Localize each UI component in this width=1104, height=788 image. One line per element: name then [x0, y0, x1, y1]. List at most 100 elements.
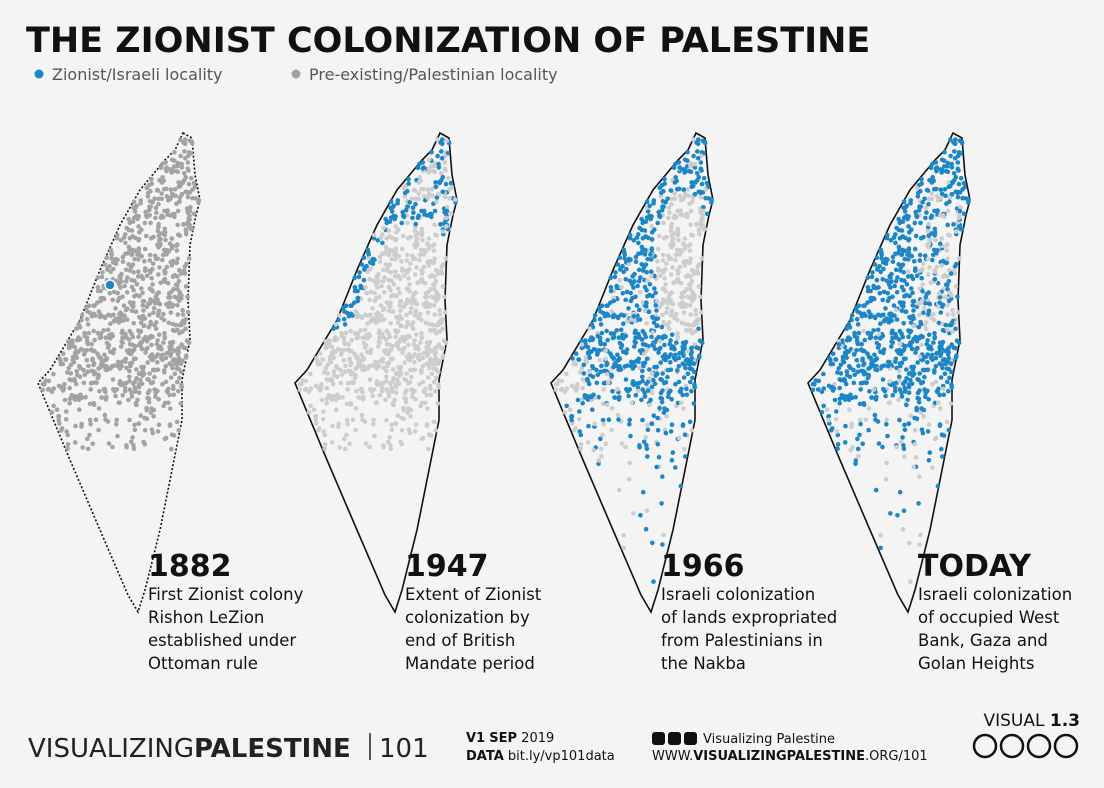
locality-dot: [179, 191, 185, 197]
locality-dot: [929, 180, 935, 185]
locality-dot: [887, 379, 893, 384]
locality-dot: [65, 370, 70, 375]
locality-dot: [406, 181, 411, 186]
locality-dot: [925, 188, 931, 193]
locality-dot: [419, 277, 425, 282]
locality-dot: [681, 406, 686, 411]
locality-dot: [177, 199, 182, 204]
locality-dot: [915, 377, 920, 382]
locality-dot: [654, 371, 660, 377]
locality-dot: [181, 171, 187, 176]
locality-dot: [368, 266, 373, 272]
locality-dot: [85, 436, 90, 442]
locality-dot: [352, 288, 358, 294]
locality-dot: [938, 310, 944, 315]
locality-dot: [127, 347, 132, 353]
locality-dot: [691, 271, 697, 276]
locality-dot: [415, 215, 421, 220]
locality-dot: [407, 200, 412, 205]
locality-dot: [367, 444, 372, 450]
locality-dot: [627, 422, 632, 427]
locality-dot: [383, 262, 388, 267]
locality-dot: [671, 355, 677, 361]
locality-dot: [386, 390, 391, 396]
locality-dot: [178, 137, 183, 142]
locality-dot: [360, 335, 366, 341]
locality-dot: [128, 439, 134, 445]
locality-dot: [432, 379, 437, 385]
locality-dot: [401, 346, 406, 352]
title: THE ZIONIST COLONIZATION OF PALESTINE: [26, 21, 870, 61]
locality-dot: [616, 417, 621, 422]
locality-dot: [179, 165, 185, 170]
locality-dot: [56, 417, 61, 423]
locality-dot: [148, 204, 153, 209]
locality-dot: [649, 371, 655, 377]
locality-dot: [945, 256, 950, 262]
locality-dot: [863, 417, 869, 423]
locality-dot: [885, 290, 890, 296]
locality-dot: [579, 342, 585, 347]
panel-year: TODAY: [918, 549, 1032, 584]
locality-dot: [871, 387, 877, 392]
panel-year: 1882: [148, 549, 232, 584]
locality-dot: [158, 215, 164, 220]
locality-dot: [77, 374, 83, 380]
locality-dot: [669, 272, 674, 277]
locality-dot: [161, 340, 166, 345]
locality-dot: [667, 341, 673, 347]
locality-dot: [932, 186, 937, 192]
locality-dot: [642, 251, 648, 257]
locality-dot: [103, 417, 108, 422]
social-icons: [652, 732, 697, 745]
locality-dot: [616, 335, 622, 341]
locality-dot: [139, 381, 145, 387]
locality-dot: [891, 303, 897, 308]
locality-dot: [665, 253, 671, 259]
locality-dot: [371, 422, 376, 427]
locality-dot: [401, 338, 407, 344]
locality-dot: [92, 380, 98, 385]
locality-dot: [162, 277, 168, 282]
locality-dot: [136, 334, 141, 340]
version-line: V1 SEP 2019: [466, 731, 554, 746]
locality-dot: [90, 441, 95, 447]
locality-dot: [179, 161, 184, 167]
locality-dot: [917, 542, 922, 547]
locality-dot: [384, 300, 390, 305]
locality-dot: [395, 320, 401, 325]
locality-dot: [670, 450, 676, 455]
locality-dot: [930, 465, 935, 470]
locality-dot: [860, 441, 865, 447]
locality-dot: [432, 222, 437, 228]
locality-dot: [65, 446, 70, 452]
locality-dot: [691, 137, 696, 142]
locality-dot: [928, 344, 933, 350]
locality-dot: [680, 241, 686, 246]
locality-dot: [636, 278, 642, 284]
locality-dot: [355, 298, 360, 304]
locality-dot: [941, 386, 946, 392]
locality-dot: [420, 160, 426, 165]
locality-dot: [431, 248, 437, 253]
locality-dot: [424, 241, 430, 246]
locality-dot: [147, 268, 153, 274]
locality-dot: [159, 180, 165, 185]
locality-dot: [931, 311, 936, 317]
locality-dot: [434, 195, 440, 200]
locality-dot: [906, 269, 911, 275]
locality-dot: [178, 361, 184, 367]
locality-dot: [644, 356, 650, 362]
locality-dot: [700, 224, 705, 229]
locality-dot: [916, 301, 921, 307]
locality-dot: [376, 344, 381, 349]
locality-dot: [947, 375, 952, 381]
locality-dot: [827, 355, 832, 361]
locality-dot: [599, 454, 604, 459]
locality-dot: [120, 393, 126, 398]
locality-dot: [649, 237, 655, 242]
locality-dot: [615, 315, 621, 321]
locality-dot: [393, 371, 399, 377]
locality-dot: [384, 235, 390, 241]
locality-dot: [902, 454, 907, 459]
